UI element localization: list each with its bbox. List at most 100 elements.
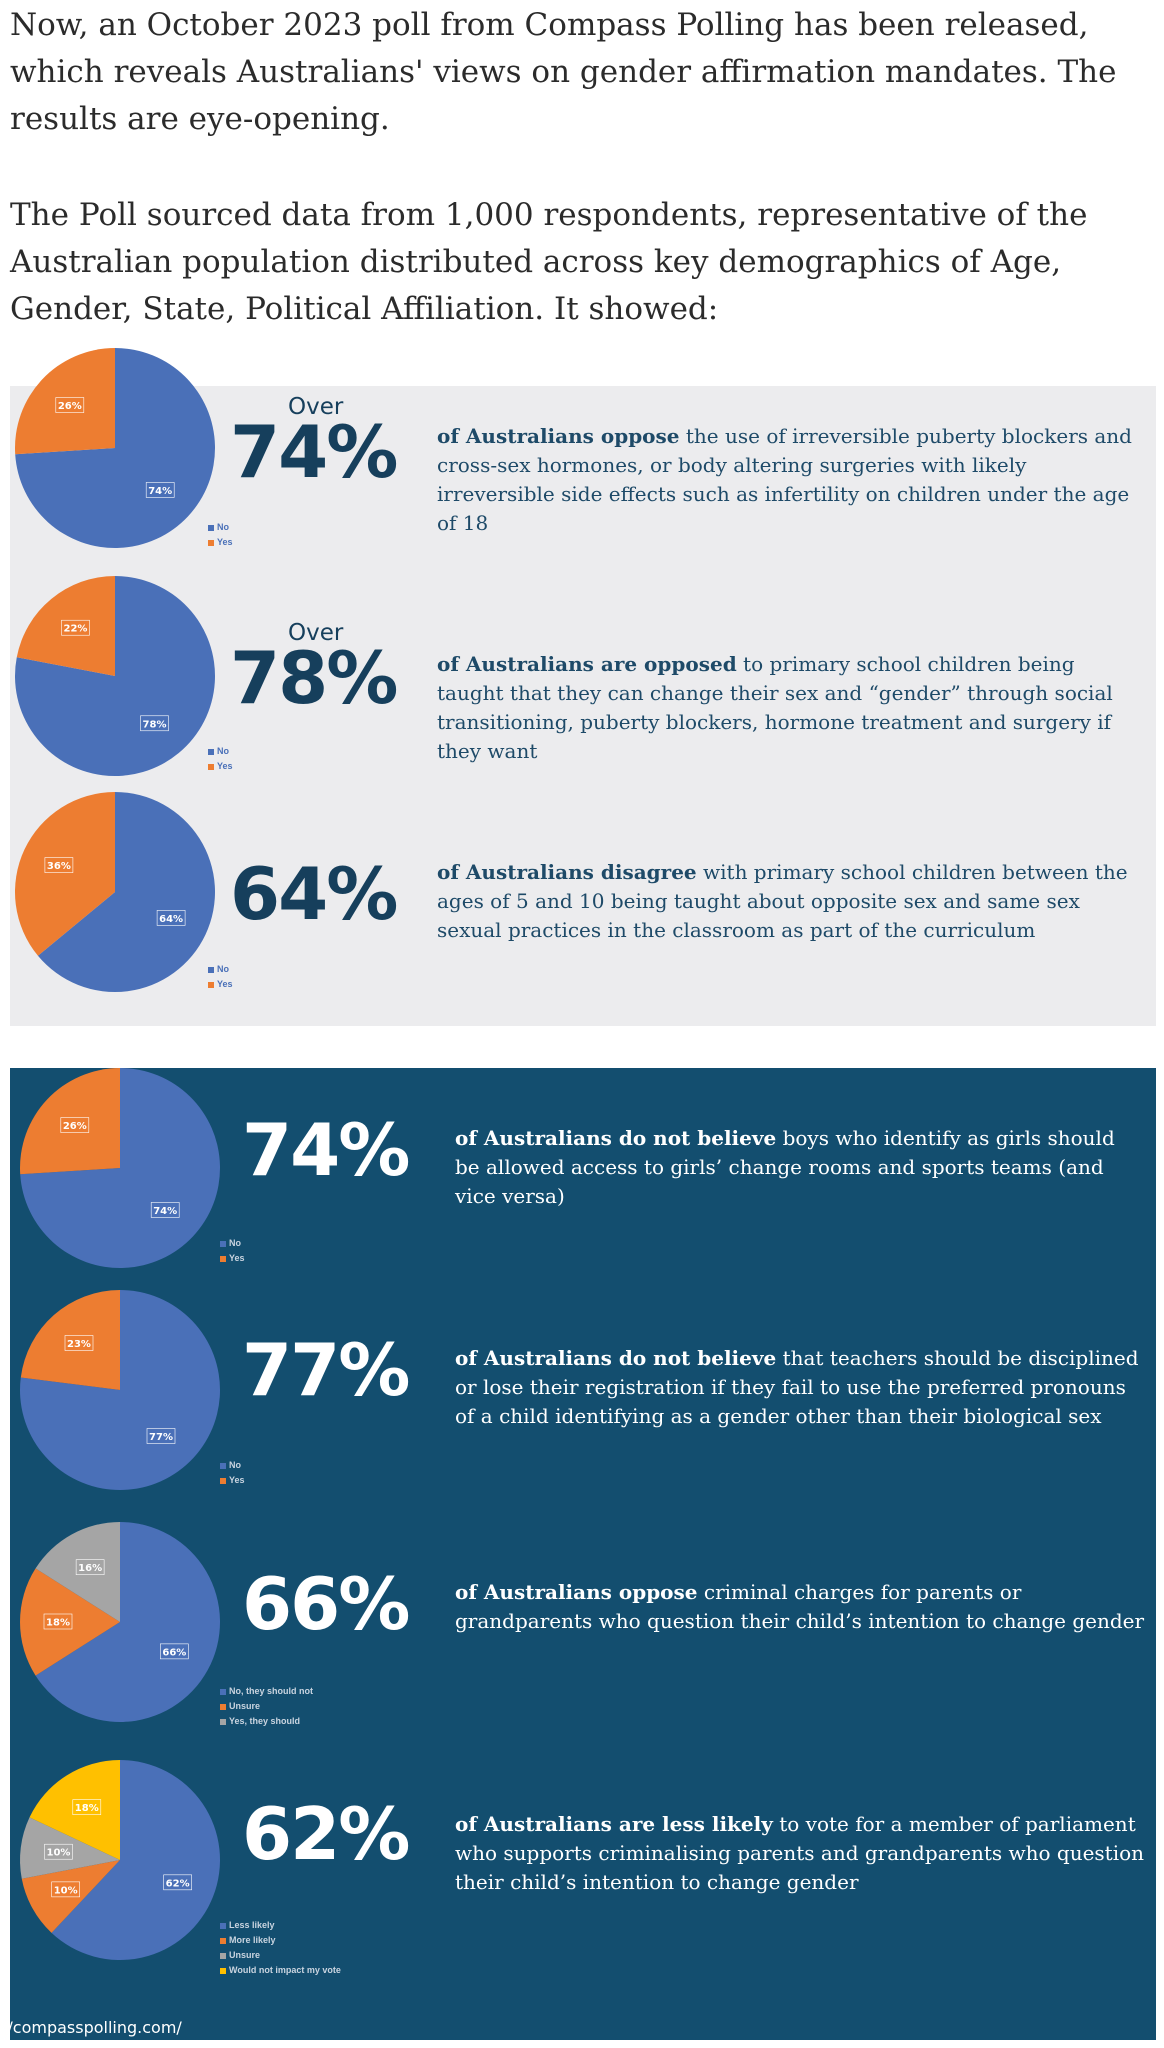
legend-label: No xyxy=(217,522,229,532)
slice-label-box xyxy=(140,715,169,732)
slice-label-text: 16% xyxy=(78,1563,102,1574)
slice-label-text: 77% xyxy=(149,1432,173,1443)
slice-label-text: 78% xyxy=(143,719,167,730)
slice-label-1: 78% xyxy=(140,715,169,732)
slice-label-box xyxy=(55,397,85,413)
pie-chart: 74% 26% xyxy=(19,1068,220,1268)
slice-label-box xyxy=(44,857,74,873)
pie-chart: 66% 18% 16% xyxy=(20,1522,221,1722)
legend-item: Would not impact my vote xyxy=(220,1963,341,1978)
slice-label-text: 26% xyxy=(63,1121,87,1132)
legend-swatch xyxy=(220,1922,226,1929)
pie-slice-1 xyxy=(37,792,216,992)
legend-item: Yes xyxy=(208,759,233,774)
slice-label-2: 26% xyxy=(55,397,85,413)
poll-description: of Australians oppose the use of irrever… xyxy=(437,422,1137,538)
legend-swatch xyxy=(208,524,214,531)
infographic-panel-dark: //compasspolling.com/ 74% 26% No Yes 74% of A… xyxy=(2,1068,1156,2040)
headline-percentage: 78% xyxy=(230,636,398,720)
description-text: that teachers should be disciplined or l… xyxy=(455,1346,1139,1428)
pie-slice-1 xyxy=(15,348,215,548)
pie-legend: Less likely More likely Unsure Would not im… xyxy=(220,1918,341,1978)
legend-label: Would not impact my vote xyxy=(229,1965,341,1975)
pie-svg: 66% 18% 16% xyxy=(20,1522,221,1722)
pie-svg: 77% 23% xyxy=(20,1290,221,1490)
description-lead: of Australians disagree xyxy=(437,860,697,884)
slice-label-text: 74% xyxy=(153,1206,177,1217)
legend-swatch xyxy=(208,539,214,546)
legend-item: No xyxy=(220,1458,245,1473)
slice-label-box xyxy=(61,619,90,636)
slice-label-1: 74% xyxy=(150,1202,180,1218)
pie-svg: 74% 26% xyxy=(19,1068,220,1268)
headline-prefix: Over xyxy=(288,394,344,420)
pie-legend: No Yes xyxy=(220,1458,245,1488)
slice-label-box xyxy=(72,1799,102,1815)
slice-label-text: 26% xyxy=(58,401,82,412)
slice-label-box xyxy=(163,1874,192,1891)
poll-row-5: 77% 23% No Yes 77% of Australians do not beli… xyxy=(10,1290,1156,1524)
pie-chart: 78% 22% xyxy=(15,576,215,776)
slice-label-4: 18% xyxy=(72,1799,102,1815)
slice-label-1: 64% xyxy=(156,910,186,926)
legend-item: Yes, they should xyxy=(220,1714,313,1729)
slice-label-text: 10% xyxy=(47,1848,71,1859)
headline-percentage: 62% xyxy=(242,1792,410,1876)
legend-swatch xyxy=(208,966,214,973)
headline-percentage: 66% xyxy=(242,1562,410,1646)
legend-swatch xyxy=(220,1255,226,1262)
pie-legend: No Yes xyxy=(208,962,233,992)
description-lead: of Australians are less likely xyxy=(455,1812,773,1836)
slice-label-text: 74% xyxy=(148,486,172,497)
slice-label-1: 66% xyxy=(160,1643,189,1660)
slice-label-text: 22% xyxy=(64,624,88,635)
legend-swatch xyxy=(208,763,214,770)
slice-label-box xyxy=(160,1643,189,1660)
poll-row-6: 66% 18% 16% No, they should not Unsure Yes, t… xyxy=(10,1522,1156,1756)
pie-slice-1 xyxy=(51,1760,220,1960)
poll-description: of Australians oppose criminal charges f… xyxy=(455,1578,1145,1636)
slice-label-2: 10% xyxy=(51,1881,80,1898)
legend-swatch xyxy=(220,1718,226,1725)
description-text: the use of irreversible puberty blockers… xyxy=(437,424,1132,535)
slice-label-text: 18% xyxy=(46,1618,70,1629)
slice-label-2: 18% xyxy=(43,1613,73,1630)
description-text: with primary school children between the… xyxy=(437,860,1128,942)
slice-label-box xyxy=(146,1428,176,1444)
slice-label-box xyxy=(51,1881,80,1898)
legend-label: Yes, they should xyxy=(229,1716,301,1726)
intro-paragraph-1: Now, an October 2023 poll from Compass P… xyxy=(10,7,1117,137)
pie-slice-2 xyxy=(14,792,115,956)
legend-item: Less likely xyxy=(220,1918,341,1933)
legend-label: Yes xyxy=(229,1475,245,1485)
legend-item: No xyxy=(208,520,233,535)
description-text: to vote for a member of parliament who s… xyxy=(455,1812,1145,1894)
description-text: boys who identify as girls should be all… xyxy=(455,1126,1115,1208)
slice-label-box xyxy=(145,482,175,498)
legend-swatch xyxy=(220,1688,226,1695)
legend-swatch xyxy=(220,1937,226,1944)
slice-label-3: 10% xyxy=(44,1843,73,1860)
slice-label-text: 36% xyxy=(47,861,71,872)
pie-legend: No Yes xyxy=(208,520,233,550)
slice-label-box xyxy=(60,1117,90,1133)
description-lead: of Australians do not believe xyxy=(455,1346,777,1370)
legend-swatch xyxy=(208,981,214,988)
legend-swatch xyxy=(220,1477,226,1484)
poll-row-4: 74% 26% No Yes 74% of Australians do not beli… xyxy=(10,1068,1156,1302)
legend-item: Yes xyxy=(220,1251,245,1266)
slice-label-2: 36% xyxy=(44,857,74,873)
slice-label-2: 22% xyxy=(61,619,90,636)
legend-label: Yes xyxy=(217,979,233,989)
slice-label-1: 74% xyxy=(145,482,175,498)
infographic-panel-light: 74% 26% No Yes Over 74% of Australians oppose … xyxy=(10,348,1156,1026)
legend-item: Yes xyxy=(220,1473,245,1488)
description-lead: of Australians do not believe xyxy=(455,1126,777,1150)
pie-svg: 64% 36% xyxy=(14,792,216,992)
legend-item: Yes xyxy=(208,535,233,550)
slice-label-2: 26% xyxy=(60,1117,90,1133)
poll-description: of Australians are opposed to primary sc… xyxy=(437,650,1137,766)
legend-swatch xyxy=(220,1703,226,1710)
pie-legend: No, they should not Unsure Yes, they shoul… xyxy=(220,1684,313,1729)
slice-label-box xyxy=(150,1202,180,1218)
